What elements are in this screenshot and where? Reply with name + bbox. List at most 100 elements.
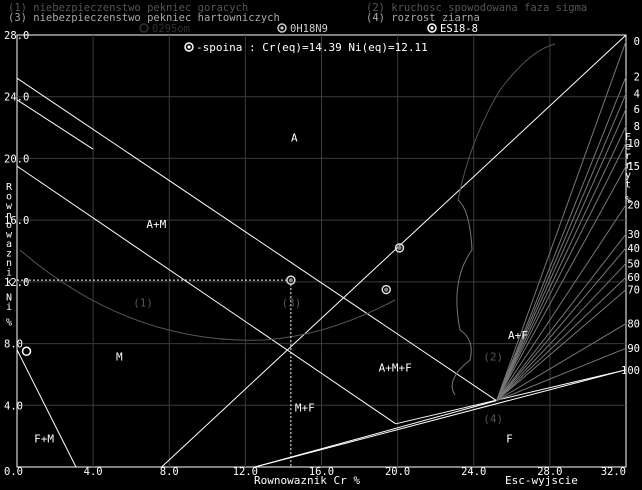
point-ES18-8-dot — [384, 287, 389, 292]
legend-label-es18-8: ES18-8 — [440, 23, 478, 35]
legend-marker-es18-8-dot — [430, 26, 434, 30]
x-tick-label: 0.0 — [4, 466, 23, 478]
x-tick-label: 24.0 — [461, 466, 486, 478]
y-axis-label-char: w — [6, 230, 13, 241]
header-note-3: (3) niebezpieczenstwo pekniec hartownicz… — [8, 12, 280, 24]
ferrite-line — [496, 93, 627, 401]
x-tick-label: 28.0 — [537, 466, 562, 478]
ferrite-tick-label: 40 — [627, 243, 640, 255]
ferrite-tick-label: 100 — [621, 365, 640, 377]
region-labels: A A+M M F+M M+F A+M+F A+F F (1) (3) (2) (4) — [34, 131, 528, 445]
ferrite-tick-label: 10 — [627, 138, 640, 150]
x-tick-label: 20.0 — [385, 466, 410, 478]
ferrite-axis-label-char: r — [625, 161, 631, 172]
boundary-a-m-upper — [16, 77, 497, 402]
ferrite-line — [496, 262, 627, 402]
region-label: (2) — [483, 351, 503, 364]
ferrite-tick-label: 20 — [627, 200, 640, 212]
ferrite-tick-label: 2 — [634, 72, 640, 84]
ferrite-line — [496, 41, 627, 401]
ferrite-line — [496, 125, 627, 401]
ferrite-axis-label-char: F — [625, 132, 631, 143]
legend-marker-0h18n9-dot — [280, 26, 284, 30]
boundary-m-f-line — [254, 400, 497, 468]
point-spoina — [286, 275, 296, 285]
y-axis-label-char: % — [6, 318, 12, 329]
y-axis-label-char: w — [6, 201, 13, 212]
weld-marker-icon — [184, 42, 194, 52]
y-tick-label: 16.0 — [4, 215, 29, 227]
region-label: A — [291, 131, 298, 144]
ferrite-tick-label: 70 — [627, 285, 640, 297]
ferrite-line — [496, 142, 627, 401]
ferrite-tick-label: 0 — [634, 36, 640, 48]
boundary-m-line — [161, 34, 627, 468]
boundary-f-m-line — [16, 349, 77, 468]
boundary-a-m-lower — [16, 165, 397, 425]
y-tick-label: 28.0 — [4, 30, 29, 42]
y-axis-label-char: a — [6, 239, 12, 250]
ferrite-tick-label: 15 — [627, 161, 640, 173]
y-axis-ticks: 4.0 8.0 12.0 16.0 20.0 24.0 28.0 — [4, 30, 29, 412]
region-label: A+M+F — [379, 361, 412, 374]
x-tick-label: 8.0 — [160, 466, 179, 478]
region-label: (1) — [133, 297, 153, 310]
region-label: (4) — [483, 412, 503, 425]
ferrite-axis-label-char: y — [625, 170, 631, 181]
legend-label-0295om: 0295om — [152, 23, 190, 35]
header-note-4: (4) rozrost ziarna — [366, 12, 480, 24]
ferrite-tick-label: 4 — [634, 89, 640, 101]
region-label: M — [116, 351, 123, 364]
y-tick-label: 20.0 — [4, 153, 29, 165]
header-note-2: (2) kruchosc spowodowana faza sigma — [366, 2, 587, 14]
y-axis-label-char: n — [6, 258, 12, 269]
ferrite-axis-label-char: e — [625, 142, 631, 153]
ferrite-tick-label: 6 — [634, 104, 640, 116]
boundary-f-boundary-2 — [395, 369, 627, 425]
ferrite-line — [496, 165, 627, 401]
y-axis-label-char: i — [6, 268, 12, 279]
sigma-curve — [457, 43, 556, 201]
ferrite-lines — [496, 41, 627, 402]
y-axis-label-char: i — [6, 302, 12, 313]
ferrite-axis-label-char: % — [625, 195, 631, 206]
x-axis-label: Rownowaznik Cr % — [254, 474, 360, 486]
y-axis-label-char: o — [6, 192, 12, 203]
boundary-f-boundary-1 — [254, 369, 627, 468]
boundary-a-m-inner — [16, 99, 94, 150]
legend-marker-es18-8 — [427, 23, 437, 33]
region-label: F — [506, 432, 513, 445]
legend: 0295om 0H18N9 ES18-8 — [139, 23, 478, 35]
region-label: A+F — [508, 329, 528, 342]
y-axis-label-char: k — [6, 277, 12, 288]
x-tick-label: 12.0 — [233, 466, 258, 478]
ferrite-line — [496, 347, 627, 402]
y-tick-label: 8.0 — [4, 339, 23, 351]
ferrite-tick-label: 8 — [634, 121, 640, 133]
x-tick-label: 32.0 — [601, 466, 626, 478]
ferrite-line — [496, 76, 627, 401]
ferrite-tick-label: 80 — [627, 319, 640, 331]
esc-hint[interactable]: Esc-wyjscie — [505, 474, 578, 487]
ferrite-line — [496, 108, 627, 401]
ferrite-line — [496, 276, 627, 402]
point-0295om — [21, 346, 32, 357]
data-points — [21, 243, 405, 357]
phase-boundaries — [16, 34, 627, 468]
ferrite-line — [496, 204, 627, 401]
y-tick-label: 12.0 — [4, 277, 29, 289]
region-label: F+M — [34, 432, 54, 445]
x-tick-label: 16.0 — [309, 466, 334, 478]
grain-curve — [451, 199, 473, 396]
y-tick-label: 24.0 — [4, 92, 29, 104]
ferrite-tick-label: 30 — [627, 229, 640, 241]
weld-info: -spoina : Cr(eq)=14.39 Ni(eq)=12.11 — [196, 41, 428, 54]
ferrite-tick-label: 50 — [627, 258, 640, 270]
y-axis-label-char: z — [6, 249, 12, 260]
ferrite-line — [496, 233, 627, 401]
weld-crosshair — [17, 279, 292, 467]
